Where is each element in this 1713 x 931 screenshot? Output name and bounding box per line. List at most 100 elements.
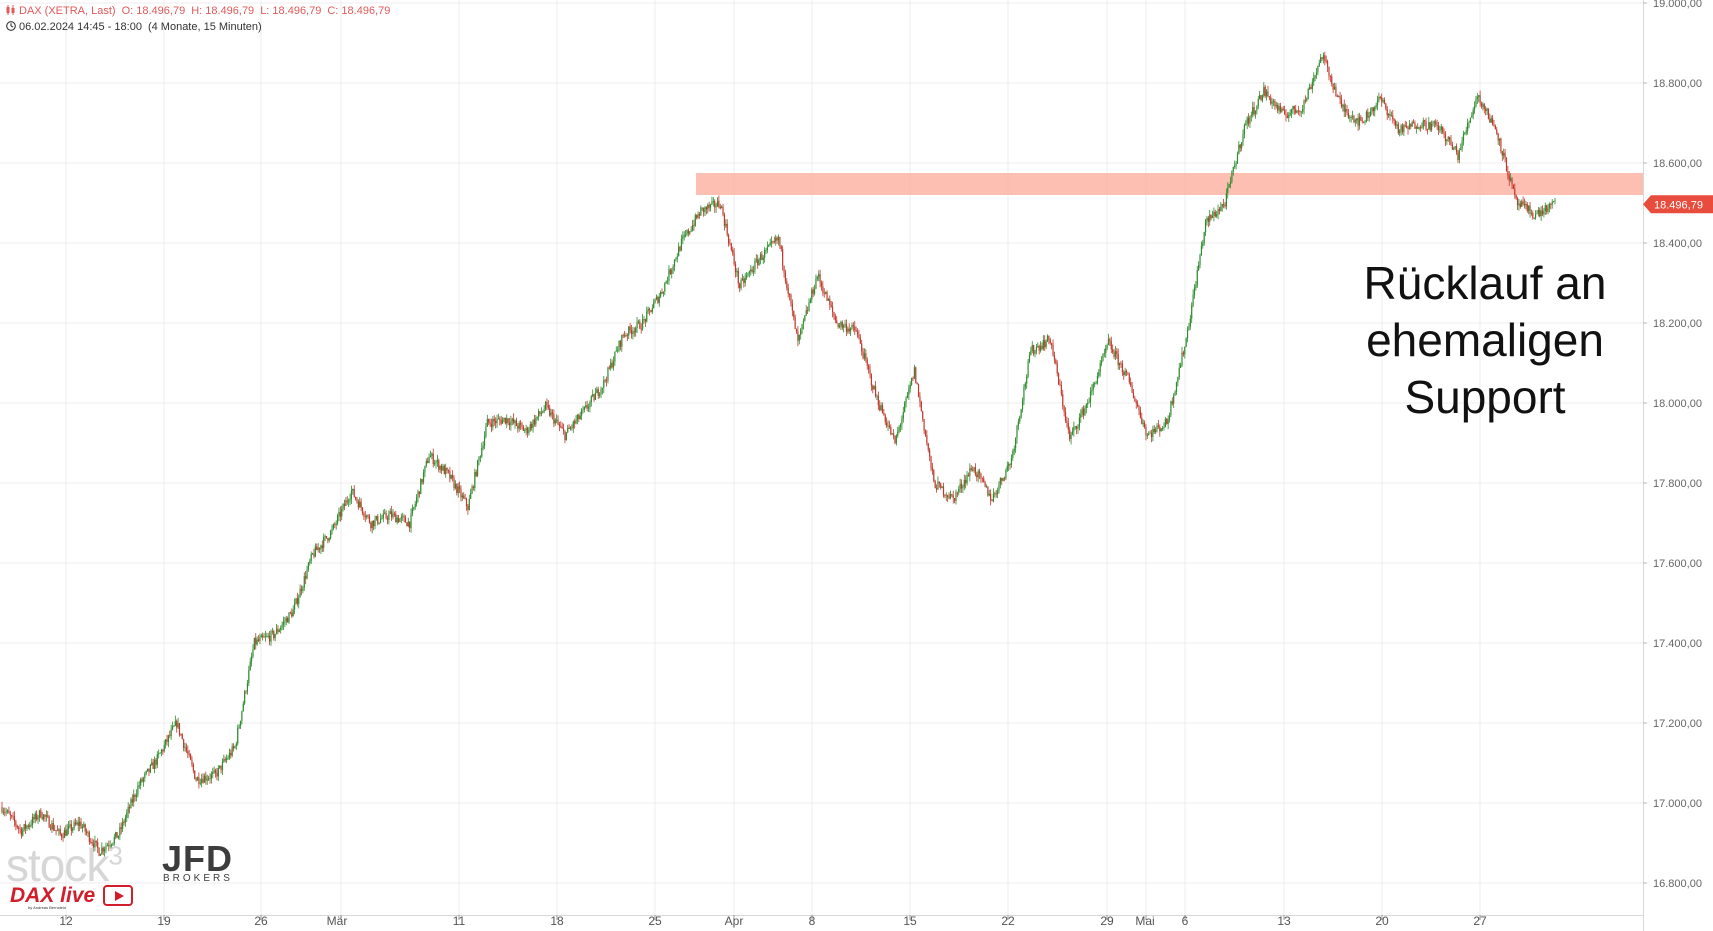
symbol-label: DAX (XETRA, Last) (19, 5, 116, 17)
candle-body (321, 545, 323, 548)
candle-body (1386, 109, 1388, 116)
candle-body (508, 422, 511, 426)
dax-live-logo: DAX live (10, 884, 96, 907)
candle-body (1, 807, 3, 813)
candle-body (1161, 428, 1164, 429)
candle-body (1023, 387, 1025, 401)
candle-body (134, 794, 136, 797)
candle-body (1522, 201, 1524, 205)
candle-body (1304, 100, 1307, 102)
x-tick-label: 19 (157, 914, 171, 928)
candle-body (658, 296, 660, 303)
candle-body (228, 752, 231, 759)
candle-body (16, 825, 18, 828)
candle-body (623, 335, 626, 337)
candle-body (454, 483, 457, 489)
candle-body (1186, 330, 1189, 339)
candle-body (1454, 146, 1456, 149)
candle-body (948, 497, 950, 499)
candle-body (345, 500, 347, 506)
candle-body (1288, 114, 1290, 118)
candle-body (1440, 126, 1442, 131)
candle-body (1012, 451, 1014, 458)
candle-body (278, 630, 280, 632)
candle-body (305, 576, 307, 579)
x-tick-label: 27 (1473, 914, 1487, 928)
candle-body (891, 433, 893, 435)
candle-body (58, 829, 60, 831)
candle-body (719, 206, 721, 209)
candle-body (831, 306, 834, 313)
candle-body (6, 810, 9, 812)
candle-body (1361, 120, 1363, 122)
candle-body (973, 467, 975, 471)
candle-body (402, 516, 404, 518)
candle-body (1204, 220, 1207, 233)
candle-body (1077, 426, 1079, 429)
candle-body (558, 424, 561, 427)
candlestick-icon (6, 5, 15, 15)
candle-body (1216, 214, 1218, 217)
candle-body (1139, 410, 1142, 418)
candle-body (447, 470, 450, 472)
candle-body (722, 206, 724, 215)
candle-body (1490, 118, 1492, 123)
x-tick-label: 20 (1375, 914, 1389, 928)
candle-body (432, 453, 434, 465)
candle-body (888, 425, 891, 427)
candle-body (429, 455, 432, 458)
low-value: L: 18.496,79 (260, 5, 322, 17)
candle-body (1478, 95, 1480, 97)
candle-body (152, 762, 154, 769)
candle-body (109, 845, 111, 847)
candle-body (1342, 104, 1344, 107)
candle-body (995, 493, 997, 495)
candle-body (967, 474, 970, 477)
candle-body (49, 827, 52, 830)
candle-body (165, 739, 167, 745)
candle-body (1021, 400, 1024, 410)
candle-body (1422, 120, 1424, 128)
candle-body (550, 412, 552, 416)
candle-body (604, 379, 606, 381)
candle-body (1507, 171, 1509, 176)
candle-body (1170, 401, 1172, 416)
candle-body (1123, 372, 1125, 376)
candle-body (933, 470, 935, 482)
candle-body (1349, 117, 1351, 119)
candle-body (123, 821, 125, 823)
candle-body (1396, 124, 1398, 126)
candle-body (873, 386, 875, 390)
candle-body (1516, 198, 1519, 206)
candle-body (148, 768, 150, 773)
candle-body (678, 246, 680, 257)
candle-body (1369, 111, 1372, 117)
candle-body (1274, 101, 1276, 107)
candle-body (1415, 126, 1417, 129)
candle-body (628, 326, 630, 336)
candle-body (673, 259, 676, 267)
candle-body (829, 299, 831, 305)
candle-body (596, 389, 598, 393)
candle-body (987, 486, 989, 496)
y-tick-label: 17.800,00 (1653, 478, 1702, 490)
candle-body (1005, 470, 1007, 479)
candle-body (1103, 353, 1105, 354)
candle-body (579, 415, 581, 420)
candle-body (366, 515, 368, 518)
candle-body (1160, 428, 1162, 432)
candle-body (1388, 113, 1390, 116)
candle-body (608, 367, 610, 369)
x-tick-label: 29 (1100, 914, 1114, 928)
candle-body (904, 402, 906, 413)
candle-body (825, 291, 827, 294)
candle-body (1013, 448, 1015, 452)
candle-body (293, 603, 296, 610)
candle-body (1211, 215, 1214, 219)
candle-body (202, 778, 204, 783)
candle-body (586, 405, 588, 409)
candle-body (981, 478, 983, 480)
candle-body (18, 827, 20, 829)
candle-body (1268, 96, 1270, 98)
